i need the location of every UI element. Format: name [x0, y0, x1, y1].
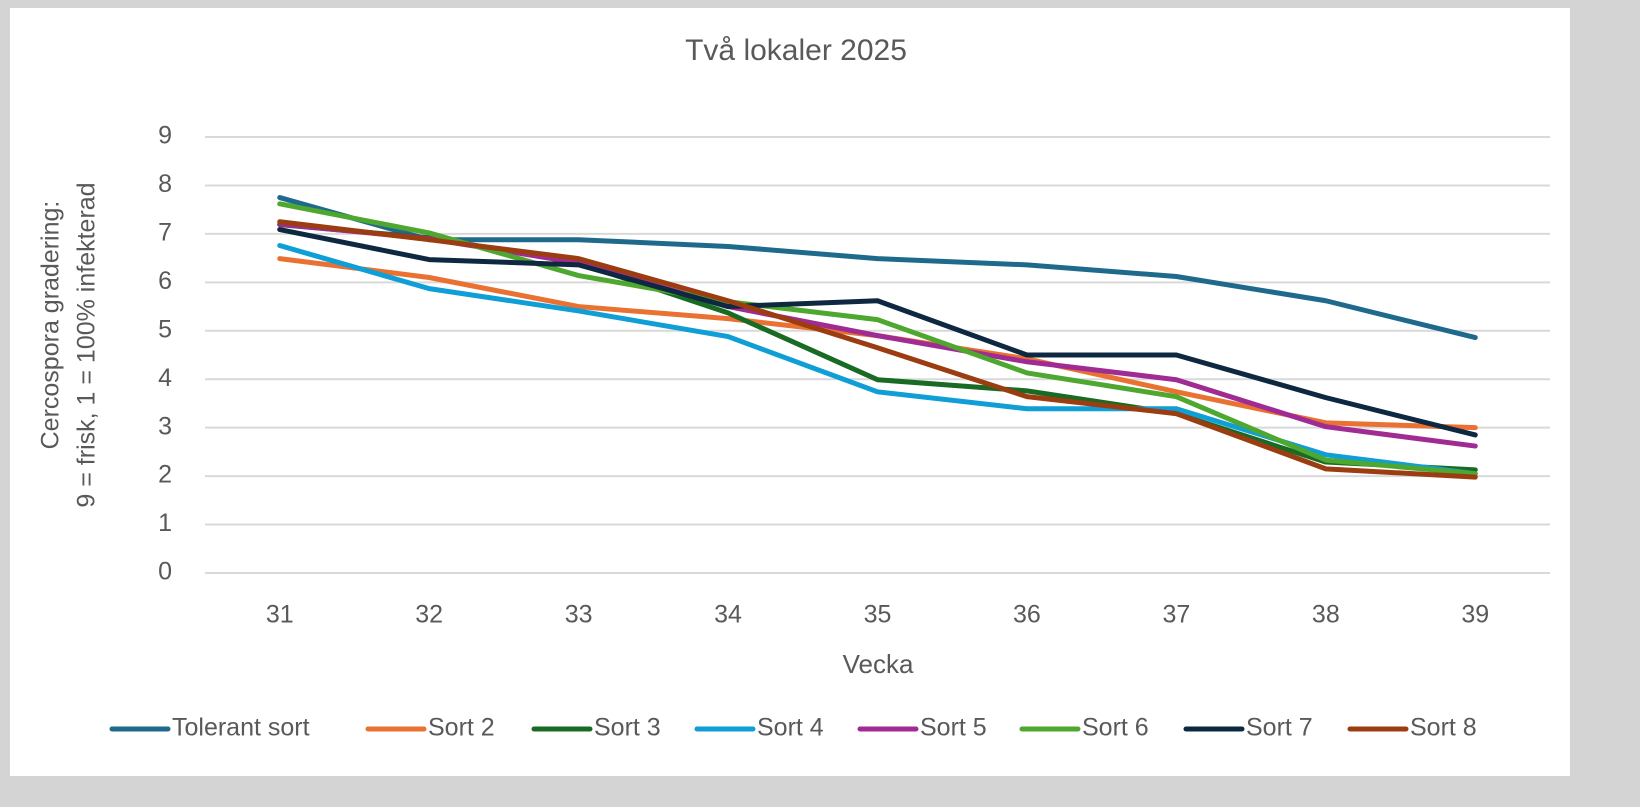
legend-label: Sort 2: [428, 714, 495, 742]
legend-label: Sort 6: [1082, 714, 1149, 742]
y-tick-label: 5: [158, 315, 172, 343]
x-tick-label: 36: [1013, 601, 1041, 629]
y-axis-title: Cercospora gradering:: [37, 201, 65, 450]
y-tick-label: 9: [158, 122, 172, 150]
y-tick-label: 8: [158, 170, 172, 198]
series-line: [277, 227, 1478, 438]
x-tick-label: 34: [714, 601, 742, 629]
y-tick-label: 1: [158, 509, 172, 537]
x-tick-label: 33: [565, 601, 593, 629]
y-tick-label: 7: [158, 218, 172, 246]
series-line: [277, 219, 1478, 480]
y-tick-label: 6: [158, 267, 172, 295]
legend-label: Sort 5: [920, 714, 987, 742]
x-tick-label: 38: [1312, 601, 1340, 629]
x-tick-label: 37: [1162, 601, 1190, 629]
legend-label: Sort 8: [1410, 714, 1477, 742]
legend-label: Sort 3: [594, 714, 661, 742]
y-tick-label: 4: [158, 364, 172, 392]
x-tick-label: 32: [415, 601, 443, 629]
y-tick-label: 3: [158, 412, 172, 440]
x-axis-title: Vecka: [843, 649, 914, 679]
y-tick-label: 0: [158, 558, 172, 586]
legend-label: Tolerant sort: [172, 714, 310, 742]
legend-label: Sort 4: [757, 714, 824, 742]
y-tick-label: 2: [158, 461, 172, 489]
chart-area: [10, 8, 1570, 776]
chart-title: Två lokaler 2025: [685, 34, 907, 67]
x-tick-label: 39: [1461, 601, 1489, 629]
y-axis-title: 9 = frisk, 1 = 100% infekterad: [73, 182, 101, 507]
series-line: [277, 195, 1478, 341]
legend-label: Sort 7: [1246, 714, 1313, 742]
x-tick-label: 31: [266, 601, 294, 629]
x-tick-label: 35: [864, 601, 892, 629]
